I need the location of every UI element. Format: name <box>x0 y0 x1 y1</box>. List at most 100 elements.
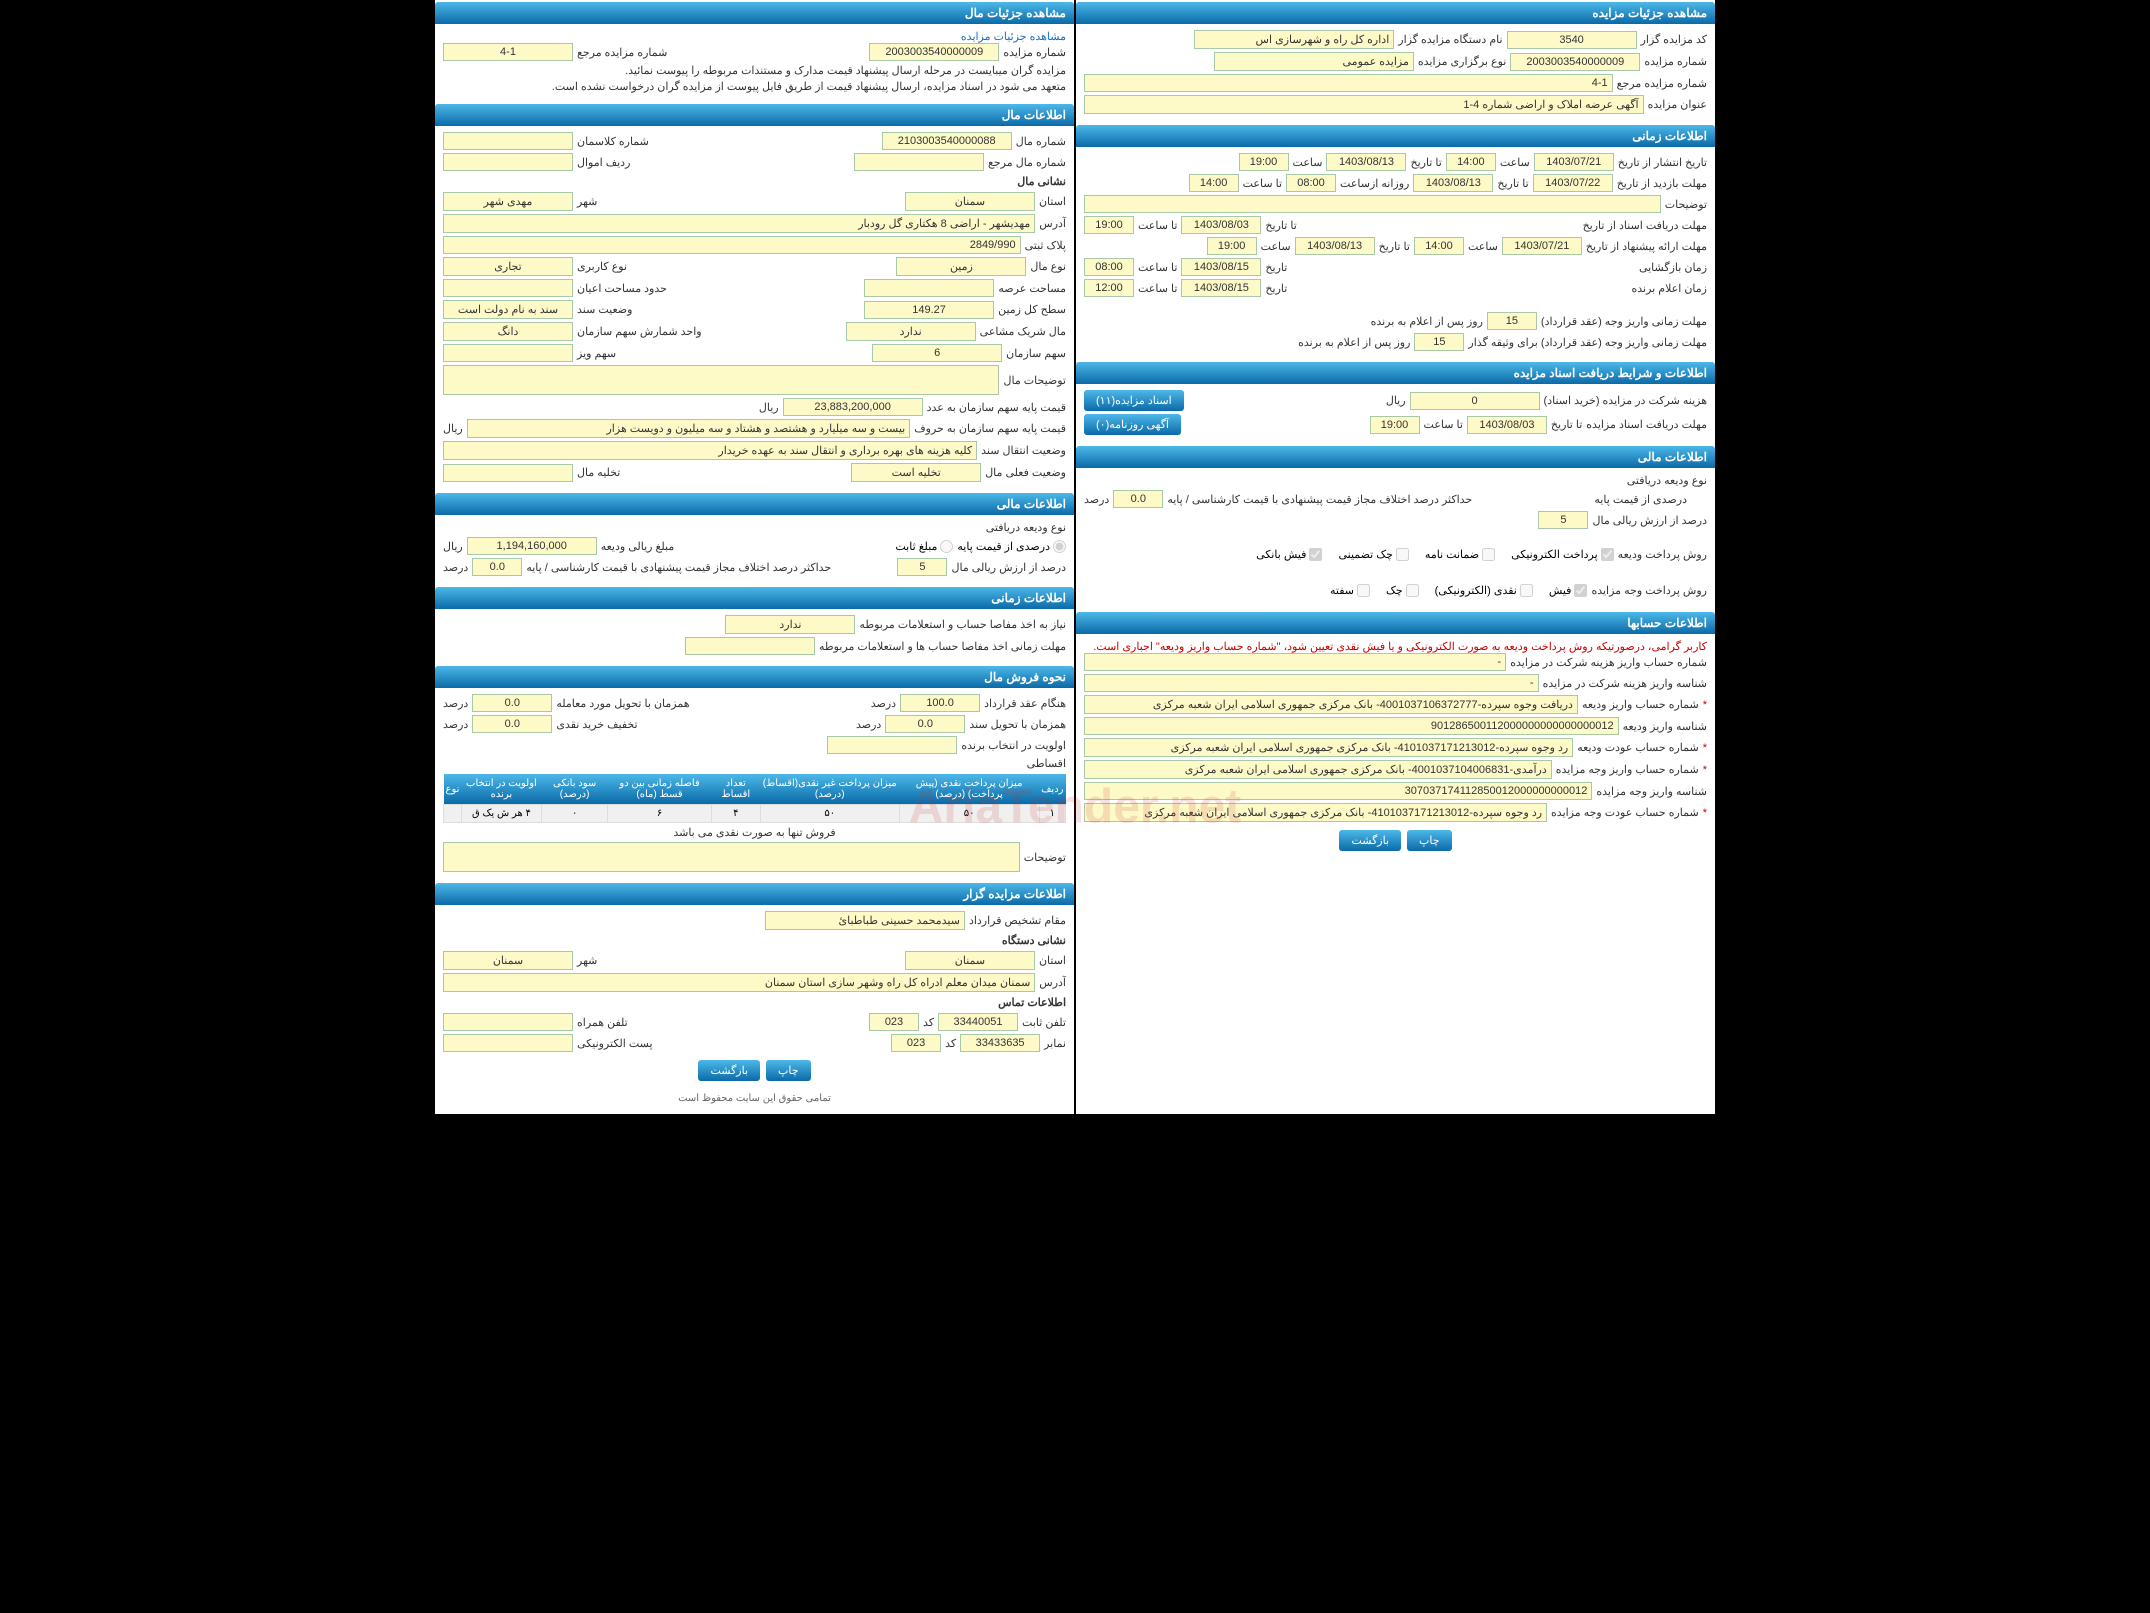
label-code-l: کد <box>923 1016 934 1029</box>
label-max-diff-l: حداکثر درصد اختلاف مجاز قیمت پیشنهادی با… <box>526 561 831 574</box>
cb-check2[interactable] <box>1406 584 1419 597</box>
sale-note: فروش تنها به صورت نقدی می باشد <box>443 826 1066 839</box>
field-base-price: 23,883,200,000 <box>783 398 923 416</box>
label-tasaat3: تا ساعت <box>1138 261 1177 274</box>
label-tarikh2: تاریخ <box>1265 282 1287 295</box>
header-financial-r: اطلاعات مالی <box>1076 446 1715 468</box>
label-desc-l: توضیحات <box>1024 851 1066 864</box>
field-offer-from-t: 14:00 <box>1414 237 1464 255</box>
field-prop-desc <box>443 365 999 395</box>
field-phone: 33440051 <box>938 1013 1018 1031</box>
field-pub-from: 1403/07/21 <box>1534 153 1614 171</box>
field-winner-t: 12:00 <box>1084 279 1134 297</box>
field-base-words: بیست و سه میلیارد و هشتصد و هشتاد و سه م… <box>467 419 911 438</box>
field-offer-to-t: 19:00 <box>1207 237 1257 255</box>
field-building <box>443 279 573 297</box>
cb-safta-label: سفته <box>1330 584 1354 597</box>
btn-print-l[interactable]: چاپ <box>766 1060 811 1081</box>
th-type: نوع <box>444 774 462 805</box>
cb-bank-receipt[interactable] <box>1309 548 1322 561</box>
label-fax: نمابر <box>1044 1037 1066 1050</box>
field-priority <box>827 736 957 754</box>
cb-cash-elec-label: نقدی (الکترونیکی) <box>1435 584 1517 597</box>
label-max-diff-r: حداکثر درصد اختلاف مجاز قیمت پیشنهادی با… <box>1167 493 1472 506</box>
btn-newspaper[interactable]: آگهی روزنامه(۰) <box>1084 414 1181 435</box>
field-address: مهدیشهر - اراضی 8 هکتاری گل رودبار <box>443 214 1035 233</box>
field-offer-from: 1403/07/21 <box>1502 237 1582 255</box>
label-fee: هزینه شرکت در مزایده (خرید اسناد) <box>1544 394 1707 407</box>
link-view-auction[interactable]: مشاهده جزئیات مزایده <box>443 30 1066 43</box>
label-rial3: ریال <box>443 422 463 435</box>
label-org-share: سهم سازمان <box>1006 347 1066 360</box>
label-tasaat4: تا ساعت <box>1138 282 1177 295</box>
label-acc7: شناسه واریز وجه مزایده <box>1596 785 1707 798</box>
td-interest: ۰ <box>541 805 607 823</box>
td-interval: ۶ <box>608 805 711 823</box>
field-percent-l: 5 <box>897 558 947 576</box>
header-doc-conditions: اطلاعات و شرایط دریافت اسناد مزایده <box>1076 362 1715 384</box>
label-official: مقام تشخیص قرارداد <box>969 914 1066 927</box>
field-unit: دانگ <box>443 322 573 341</box>
btn-auction-docs[interactable]: اسناد مزایده(۱۱) <box>1084 390 1184 411</box>
label-address: آدرس <box>1039 217 1066 230</box>
cb-check[interactable] <box>1396 548 1409 561</box>
label-prop-num: شماره مال <box>1016 135 1066 148</box>
label-winner: زمان اعلام برنده <box>1632 282 1707 295</box>
label-days-after: روز پس از اعلام به برنده <box>1371 315 1483 328</box>
field-cash-discount: 0.0 <box>472 715 552 733</box>
cb-safta[interactable] <box>1357 584 1370 597</box>
cb-cash-elec[interactable] <box>1520 584 1533 597</box>
label-type: نوع برگزاری مزایده <box>1418 55 1506 68</box>
btn-back-l[interactable]: بازگشت <box>698 1060 760 1081</box>
label-darsad1: درصد <box>1084 493 1109 506</box>
field-org-address: سمنان میدان معلم ادراه کل راه وشهر سازی … <box>443 973 1035 992</box>
label-tasaat2: تا ساعت <box>1138 219 1177 232</box>
label-clearance: نیاز به اخذ مفاصا حساب و استعلامات مربوط… <box>859 618 1066 631</box>
field-acc7: 307037174112850012000000000012 <box>1084 782 1592 800</box>
radio-percent[interactable] <box>1053 540 1066 553</box>
label-prop-ref: شماره مال مرجع <box>988 156 1066 169</box>
field-open-date: 1403/08/15 <box>1181 258 1261 276</box>
field-acc6: درآمدی-4001037104006831- بانک مرکزی جمهو… <box>1084 760 1552 779</box>
header-sale: نحوه فروش مال <box>435 666 1074 688</box>
btn-back-r[interactable]: بازگشت <box>1339 830 1401 851</box>
field-official: سیدمحمد حسینی طباطبائ <box>765 911 965 930</box>
th-noncash: میزان پرداخت غیر نقدی(اقساط) (درصد) <box>760 774 899 805</box>
field-org-share: 6 <box>872 344 1002 362</box>
label-city: شهر <box>577 195 597 208</box>
installment-table: ردیف میزان پرداخت نقدی (پیش پرداخت) (درص… <box>443 774 1066 823</box>
label-saat1: ساعت <box>1500 156 1530 169</box>
label-unit: واحد شمارش سهم سازمان <box>577 325 702 338</box>
btn-print-r[interactable]: چاپ <box>1407 830 1452 851</box>
label-saat2: ساعت <box>1293 156 1323 169</box>
subheader-contact: اطلاعات تماس <box>443 996 1066 1009</box>
field-other-share <box>443 344 573 362</box>
td-row: ۱ <box>1039 805 1065 823</box>
label-province: استان <box>1039 195 1066 208</box>
field-percent-val-r: 5 <box>1538 511 1588 529</box>
field-doc-deadline: 1403/08/03 <box>1467 416 1547 434</box>
label-org-address: آدرس <box>1039 976 1066 989</box>
account-note: کاربر گرامی، درصورتیکه روش پرداخت ودیعه … <box>1084 640 1707 653</box>
label-contract: هنگام عقد قرارداد <box>984 697 1066 710</box>
cb-receipt-label: فیش <box>1549 584 1572 597</box>
label-deposit-deadline: مهلت زمانی واریز وجه (عقد قرارداد) <box>1541 315 1707 328</box>
header-financial-l: اطلاعات مالی <box>435 493 1074 515</box>
field-contract: 100.0 <box>900 694 980 712</box>
label-ta5: تا تاریخ <box>1551 418 1582 431</box>
label-org: نام دستگاه مزایده گزار <box>1398 33 1502 46</box>
label-land-area: سطح کل زمین <box>998 303 1066 316</box>
field-acc2: - <box>1084 674 1539 692</box>
cb-electronic[interactable] <box>1601 548 1614 561</box>
label-tarikh1: تاریخ <box>1265 261 1287 274</box>
radio-fixed[interactable] <box>940 540 953 553</box>
cb-receipt[interactable] <box>1574 584 1587 597</box>
label-deposit-method: روش پرداخت ودیعه <box>1618 548 1707 561</box>
label-clearance-time: مهلت زمانی اخذ مفاصا حساب ها و استعلامات… <box>819 640 1066 653</box>
label-priority: اولویت در انتخاب برنده <box>961 739 1066 752</box>
cb-guarantee[interactable] <box>1482 548 1495 561</box>
field-prop-num: 2103003540000088 <box>882 132 1012 150</box>
label-use-type: نوع کاربری <box>577 260 627 273</box>
field-daily-from: 08:00 <box>1286 174 1336 192</box>
label-ta2: تا تاریخ <box>1497 177 1528 190</box>
